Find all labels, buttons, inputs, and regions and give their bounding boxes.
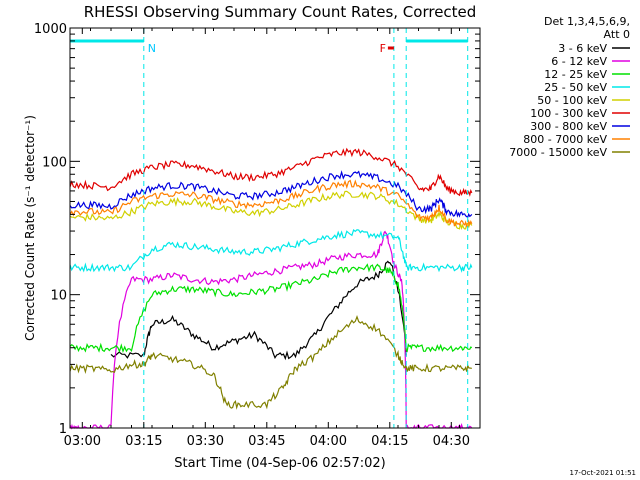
legend-entry-label: 300 - 800 keV — [530, 120, 607, 133]
x-tick-label: 04:00 — [310, 434, 347, 449]
series-line — [69, 315, 472, 410]
x-tick-label: 04:30 — [433, 434, 470, 449]
series-lines — [69, 147, 473, 430]
x-tick-label: 03:45 — [248, 434, 285, 449]
y-tick-label: 1000 — [34, 22, 67, 37]
series-line — [69, 190, 473, 231]
series-line — [110, 260, 407, 361]
x-axis-label: Start Time (04-Sep-06 02:57:02) — [174, 456, 385, 471]
legend-entry-label: 12 - 25 keV — [544, 68, 607, 81]
legend-entry-label: 100 - 300 keV — [530, 107, 607, 120]
legend-header-line2: Att 0 — [604, 28, 630, 41]
legend-header-line1: Det 1,3,4,5,6,9, — [544, 15, 630, 28]
x-tick-label: 03:00 — [64, 434, 101, 449]
legend-entry-label: 7000 - 15000 keV — [509, 146, 607, 159]
legend-entry-label: 50 - 100 keV — [537, 94, 607, 107]
x-tick-label: 04:15 — [371, 434, 408, 449]
legend-entry-label: 6 - 12 keV — [551, 55, 607, 68]
y-tick-label: 10 — [50, 289, 67, 304]
axis-ticks: 03:00 03:15 03:30 03:45 04:00 04:15 04:30 1 10 10… — [34, 22, 481, 449]
legend-entry-label: 800 - 7000 keV — [523, 133, 607, 146]
legend-entry-label: 25 - 50 keV — [544, 81, 607, 94]
y-tick-label: 1 — [59, 422, 67, 437]
annotation-label: F — [380, 42, 386, 55]
y-tick-label: 100 — [42, 155, 67, 170]
legend-entry-label: 3 - 6 keV — [558, 42, 607, 55]
series-line — [69, 263, 473, 354]
series-line — [69, 179, 473, 228]
series-line — [69, 170, 473, 219]
x-tick-label: 03:15 — [125, 434, 162, 449]
annotation-label: N — [148, 42, 156, 55]
series-line — [69, 147, 473, 197]
chart-title: RHESSI Observing Summary Count Rates, Co… — [84, 3, 477, 21]
timestamp: 17-Oct-2021 01:51 — [570, 469, 636, 477]
series-line — [69, 229, 473, 273]
series-line — [69, 230, 473, 430]
y-axis-label: Corrected Count Rate (s⁻¹ detector⁻¹) — [23, 115, 37, 341]
x-tick-label: 03:30 — [187, 434, 224, 449]
